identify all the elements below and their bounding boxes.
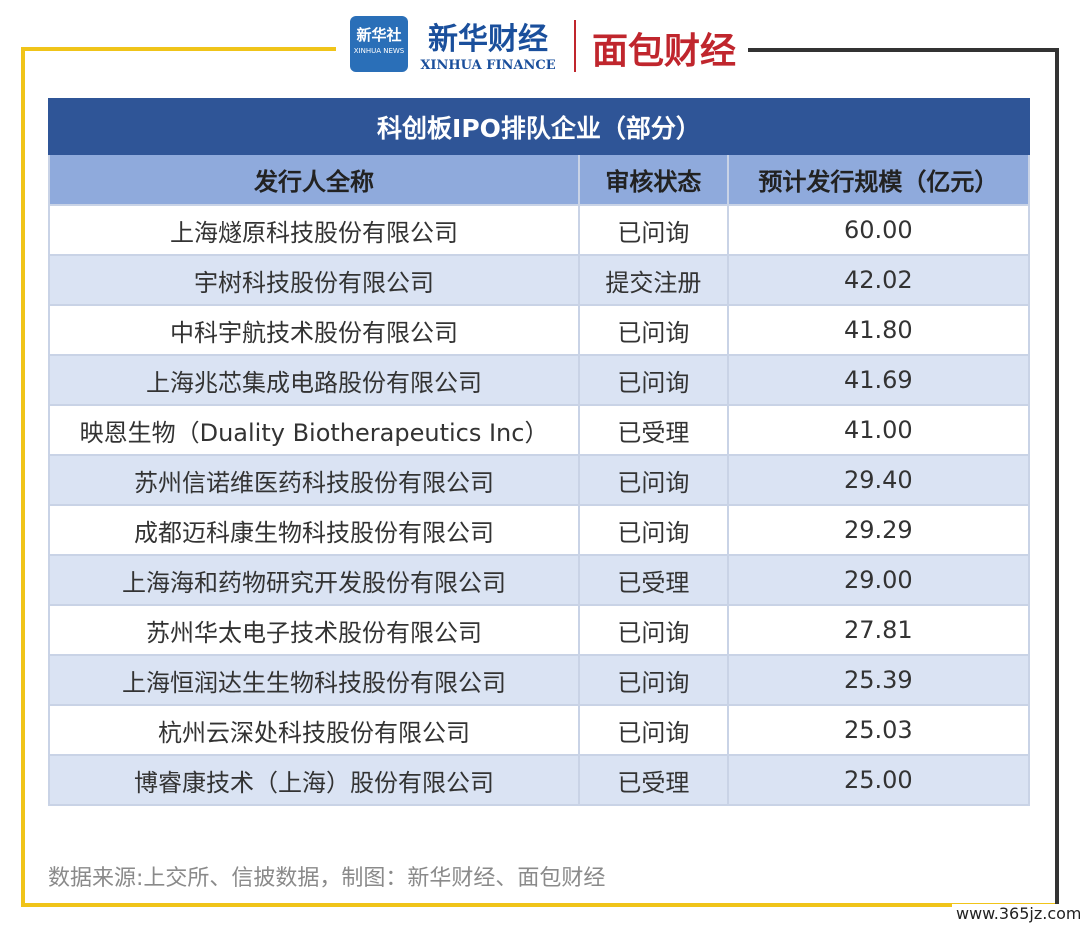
table-cell: 映恩生物（Duality Biotherapeutics Inc） xyxy=(47,404,581,456)
column-header: 审核状态 xyxy=(578,153,729,206)
frame-top-right xyxy=(748,48,1059,52)
source-note: 数据来源:上交所、信披数据，制图：新华财经、面包财经 xyxy=(48,866,606,891)
table-cell: 41.69 xyxy=(726,354,1031,406)
table-cell: 已问询 xyxy=(578,654,729,706)
table-cell: 宇树科技股份有限公司 xyxy=(47,254,581,306)
logo-xinhua: 新华社 XINHUA NEWS xyxy=(350,16,408,72)
divider xyxy=(574,20,576,72)
column-header: 发行人全称 xyxy=(47,153,581,206)
table-row: 中科宇航技术股份有限公司 已问询 41.80 xyxy=(47,304,1031,356)
logo-mianbao: 面包财经 xyxy=(592,31,737,72)
table-cell: 博睿康技术（上海）股份有限公司 xyxy=(47,754,581,806)
table-row: 映恩生物（Duality Biotherapeutics Inc） 已受理 41.0… xyxy=(47,404,1031,456)
logo-text: XINHUA NEWS xyxy=(353,47,405,55)
table-cell: 上海海和药物研究开发股份有限公司 xyxy=(47,554,581,606)
table-row: 杭州云深处科技股份有限公司 已问询 25.03 xyxy=(47,704,1031,756)
frame-top-left xyxy=(21,47,336,51)
table-cell: 27.81 xyxy=(726,604,1031,656)
table-row: 博睿康技术（上海）股份有限公司 已受理 25.00 xyxy=(47,754,1031,806)
table-row: 宇树科技股份有限公司 提交注册 42.02 xyxy=(47,254,1031,306)
table-cell: 上海兆芯集成电路股份有限公司 xyxy=(47,354,581,406)
table-cell: 已问询 xyxy=(578,604,729,656)
table-row: 成都迈科康生物科技股份有限公司 已问询 29.29 xyxy=(47,504,1031,556)
logo-text: 新华财经 xyxy=(428,22,548,57)
watermark: www.365jz.com xyxy=(952,904,1080,923)
table-cell: 已问询 xyxy=(578,704,729,756)
table-cell: 已问询 xyxy=(578,204,729,256)
table-cell: 60.00 xyxy=(726,204,1031,256)
table-cell: 已问询 xyxy=(578,304,729,356)
frame-left xyxy=(21,47,25,907)
table-cell: 上海燧原科技股份有限公司 xyxy=(47,204,581,256)
table-cell: 已问询 xyxy=(578,504,729,556)
table-row: 苏州信诺维医药科技股份有限公司 已问询 29.40 xyxy=(47,454,1031,506)
frame-bottom xyxy=(21,903,1059,907)
table-cell: 25.03 xyxy=(726,704,1031,756)
table-row: 苏州华太电子技术股份有限公司 已问询 27.81 xyxy=(47,604,1031,656)
table-cell: 成都迈科康生物科技股份有限公司 xyxy=(47,504,581,556)
table-row: 上海燧原科技股份有限公司 已问询 60.00 xyxy=(47,204,1031,256)
table-title: 科创板IPO排队企业（部分） xyxy=(48,98,1030,155)
logo-text: 新华社 xyxy=(356,26,402,44)
table-cell: 25.00 xyxy=(726,754,1031,806)
table-cell: 上海恒润达生生物科技股份有限公司 xyxy=(47,654,581,706)
table-cell: 41.80 xyxy=(726,304,1031,356)
frame-right xyxy=(1055,48,1059,906)
table-cell: 苏州信诺维医药科技股份有限公司 xyxy=(47,454,581,506)
logo-finance: 新华财经 XINHUA FINANCE xyxy=(418,14,558,73)
table-cell: 42.02 xyxy=(726,254,1031,306)
table-cell: 中科宇航技术股份有限公司 xyxy=(47,304,581,356)
table-cell: 已问询 xyxy=(578,454,729,506)
table-cell: 25.39 xyxy=(726,654,1031,706)
ipo-table: 科创板IPO排队企业（部分） 发行人全称 审核状态 预计发行规模（亿元） 上海燧原科技… xyxy=(47,98,1031,806)
table-cell: 41.00 xyxy=(726,404,1031,456)
column-header: 预计发行规模（亿元） xyxy=(726,153,1031,206)
table-cell: 已受理 xyxy=(578,554,729,606)
table-cell: 杭州云深处科技股份有限公司 xyxy=(47,704,581,756)
table-cell: 已受理 xyxy=(578,754,729,806)
table-row: 上海恒润达生生物科技股份有限公司 已问询 25.39 xyxy=(47,654,1031,706)
table-row: 上海海和药物研究开发股份有限公司 已受理 29.00 xyxy=(47,554,1031,606)
table-cell: 29.00 xyxy=(726,554,1031,606)
logo-text: XINHUA FINANCE xyxy=(420,58,556,73)
table-cell: 已受理 xyxy=(578,404,729,456)
table-cell: 苏州华太电子技术股份有限公司 xyxy=(47,604,581,656)
table-cell: 29.29 xyxy=(726,504,1031,556)
table-cell: 29.40 xyxy=(726,454,1031,506)
table-cell: 提交注册 xyxy=(578,254,729,306)
table-cell: 已问询 xyxy=(578,354,729,406)
table-row: 上海兆芯集成电路股份有限公司 已问询 41.69 xyxy=(47,354,1031,406)
